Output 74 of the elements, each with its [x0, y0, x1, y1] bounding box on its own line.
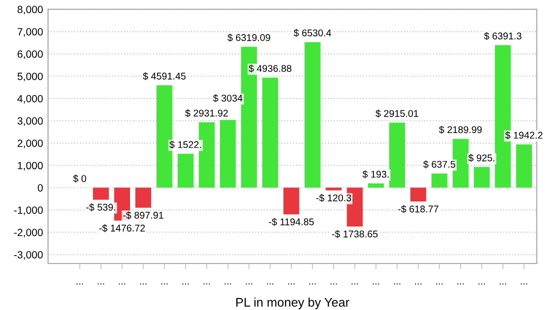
data-label: $ 3034 [213, 94, 242, 102]
data-label: -$ 1476.72 [99, 224, 145, 232]
y-tick-label: 2,000 [18, 140, 43, 148]
data-label: $ 925. [468, 154, 494, 162]
bar [156, 85, 172, 188]
data-label: $ 637.5 [423, 160, 456, 168]
bar [326, 188, 342, 190]
x-tick-label: ... [140, 283, 146, 284]
data-label: $ 0 [73, 174, 86, 183]
y-tick-label: -2,000 [14, 228, 43, 238]
bar [135, 188, 152, 208]
data-label: -$ 1194.85 [268, 218, 314, 226]
bar [516, 144, 532, 188]
data-label: $ 1522. [169, 140, 201, 149]
bar [304, 42, 320, 188]
x-tick-label: ... [500, 283, 506, 284]
data-label: -$ 1738.65 [332, 230, 378, 238]
data-label: $ 4936.88 [248, 64, 292, 72]
bar [389, 122, 406, 188]
x-tick-label: ... [457, 283, 464, 284]
bar [494, 45, 511, 188]
bar [474, 167, 490, 188]
x-tick-label: ... [309, 283, 316, 284]
x-tick-label: ... [372, 283, 380, 284]
bar [220, 120, 236, 188]
y-tick-label: 4,000 [17, 94, 43, 104]
x-tick-label: ... [436, 283, 443, 284]
x-tick-label: ... [98, 283, 104, 284]
y-tick-label: -1,000 [14, 206, 43, 216]
data-label: $ 1942.2 [505, 131, 542, 140]
y-tick-label: 8,000 [18, 6, 43, 14]
data-label: -$ 120.3 [316, 194, 352, 202]
y-tick-label: 0 [38, 184, 43, 192]
x-tick-label: ... [161, 283, 168, 284]
data-label: -$ 897.91 [123, 211, 164, 220]
bar [262, 78, 278, 188]
data-label: $ 6530.4 [294, 29, 332, 37]
y-tick-label: 5,000 [18, 72, 43, 82]
data-label: $ 2931.92 [185, 109, 228, 118]
x-tick-label: ... [394, 283, 400, 284]
bar [178, 154, 194, 188]
x-tick-label: ... [224, 283, 232, 284]
data-label: $ 6319.09 [227, 34, 270, 42]
y-tick-label: 1,000 [18, 162, 43, 170]
data-label: $ 2189.99 [439, 126, 482, 134]
data-label: $ 193. [362, 170, 389, 178]
x-tick-label: ... [204, 283, 210, 284]
x-tick-label: ... [415, 283, 422, 284]
bar [410, 188, 426, 202]
x-tick-label: ... [76, 283, 83, 284]
data-label: $ 2915.01 [376, 110, 418, 118]
y-tick-label: 7,000 [18, 28, 43, 37]
bar [283, 188, 300, 214]
bar [93, 188, 109, 200]
y-tick-label: -3,000 [14, 251, 43, 260]
x-axis-title: PL in money by Year [236, 298, 350, 310]
data-label: $ 4591.45 [142, 72, 186, 80]
x-tick-label: ... [246, 283, 252, 284]
bar [241, 46, 257, 188]
data-label: -$ 618.77 [398, 205, 438, 214]
x-tick-label: ... [118, 283, 126, 284]
x-tick-label: ... [330, 283, 337, 284]
y-tick-label: 3,000 [18, 117, 43, 126]
bar [368, 183, 384, 188]
x-tick-label: ... [478, 283, 485, 284]
data-label: $ 6391.3 [484, 32, 522, 40]
data-label: -$ 539. [86, 203, 116, 212]
y-tick-label: 6,000 [18, 50, 43, 60]
x-tick-label: ... [182, 283, 189, 284]
x-tick-label: ... [267, 283, 274, 284]
x-tick-label: ... [520, 283, 528, 284]
x-tick-label: ... [352, 283, 358, 284]
x-tick-label: ... [288, 283, 294, 284]
bar [431, 173, 448, 188]
